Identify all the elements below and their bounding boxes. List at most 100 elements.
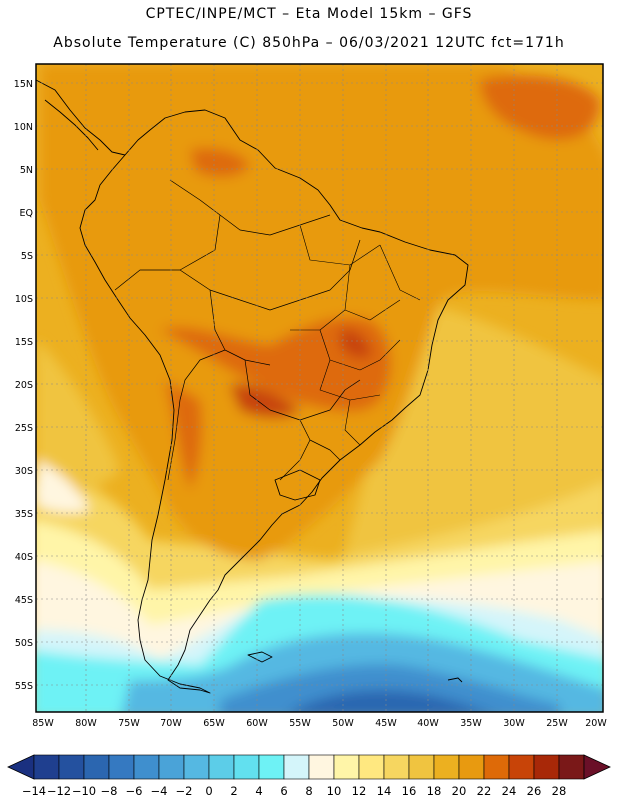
lat-label: 20S [15,380,33,391]
lon-label: 85W [32,718,54,729]
lon-label: 20W [585,718,607,729]
colorbar-swatch [283,754,310,780]
graticule [36,64,603,712]
map-frame [35,63,604,713]
lat-label: 50S [15,638,33,649]
colorbar-swatch [383,754,410,780]
map-title-line1: CPTEC/INPE/MCT – Eta Model 15km – GFS [145,6,473,22]
colorbar-label: −6 [126,784,143,798]
colorbar-label: −8 [101,784,118,798]
colorbar-label: 20 [452,784,467,798]
field-cream-pacific [36,460,90,513]
colorbar-label: −14 [22,784,46,798]
colorbar-swatch [133,754,160,780]
colorbar-label: 8 [305,784,312,798]
colorbar-swatch [33,754,60,780]
lon-label: 45W [375,718,397,729]
colorbar-swatch [333,754,360,780]
falklands-outline [247,651,273,663]
lat-label: 55S [15,681,33,692]
colorbar-swatch [408,754,435,780]
temperature-field [36,64,603,712]
lon-label: 70W [160,718,182,729]
field-midblue-south [220,664,560,712]
colorbar-label: −2 [176,784,193,798]
colorbar-high-arrow [583,754,611,780]
lon-label: 55W [289,718,311,729]
colorbar-label: −4 [151,784,168,798]
lat-label: 45S [15,595,33,606]
colorbar-label: 24 [502,784,517,798]
colorbar-swatch [483,754,510,780]
field-mild-pacific [36,340,120,500]
lat-label: 30S [15,466,33,477]
lon-label: 35W [460,718,482,729]
colorbar-swatches [33,754,585,780]
lat-label: 15N [14,79,33,90]
map-title-line2: Absolute Temperature (C) 850hPa – 06/03/… [53,35,565,51]
colorbar-label: −10 [72,784,96,798]
colorbar-swatch [208,754,235,780]
colorbar-label: 16 [402,784,417,798]
colorbar-swatch [233,754,260,780]
lat-label: 10N [14,122,33,133]
colorbar-swatch [83,754,110,780]
brazil-states [290,224,421,446]
coastlines-borders [36,79,469,694]
field-hot-minas [340,329,372,359]
south-georgia-outline [447,677,463,683]
colorbar-label: 10 [327,784,342,798]
colorbar-swatch [183,754,210,780]
central-america-coastline [36,79,126,156]
field-darkblue-south [290,690,488,712]
field-warmer-andes [165,380,202,490]
lon-label: 40W [417,718,439,729]
south-america-coastline [79,109,469,694]
colorbar-labels: −14 −12 −10 −8 −6 −4 −2 0 2 4 6 8 10 12 14 16 18 20 22 24 26… [22,784,566,798]
colorbar: −14 −12 −10 −8 −6 −4 −2 0 2 4 6 8 10 12 14 16 18 20 22 24 26… [7,754,611,798]
colorbar-label: 14 [377,784,392,798]
colorbar-swatch [508,754,535,780]
colorbar-swatch [558,754,585,780]
lat-label: 5S [21,251,33,262]
lon-label: 50W [332,718,354,729]
colorbar-swatch [358,754,385,780]
lon-label: 60W [246,718,268,729]
colorbar-swatch [108,754,135,780]
colorbar-label: 22 [477,784,492,798]
latitude-labels: 15N 10N 5N EQ 5S 10S 15S 20S 25S 30S 35S… [14,79,33,692]
field-hot-chaco [230,384,300,418]
colorbar-swatch [433,754,460,780]
field-warmer-caribbean [480,75,600,140]
lat-label: 15S [15,337,33,348]
field-warmer-venezuela [190,148,250,177]
colorbar-swatch [258,754,285,780]
colorbar-label: −12 [47,784,71,798]
lon-label: 30W [503,718,525,729]
colorbar-label: 2 [230,784,237,798]
lat-label: 10S [15,294,33,305]
lon-label: 80W [75,718,97,729]
colorbar-swatch [458,754,485,780]
lat-label: EQ [20,208,33,219]
lon-label: 25W [546,718,568,729]
colorbar-label: 0 [205,784,212,798]
longitude-labels: 85W 80W 75W 70W 65W 60W 55W 50W 45W 40W … [32,718,607,729]
lat-label: 35S [15,509,33,520]
lat-label: 40S [15,552,33,563]
colorbar-swatch [308,754,335,780]
colorbar-swatch [158,754,185,780]
lat-label: 5N [20,165,33,176]
colorbar-low-arrow [7,754,35,780]
colorbar-label: 26 [527,784,542,798]
colorbar-label: 4 [255,784,262,798]
colorbar-swatch [58,754,85,780]
lon-label: 75W [118,718,140,729]
colorbar-label: 18 [427,784,442,798]
lon-label: 65W [203,718,225,729]
colorbar-swatch [533,754,560,780]
colorbar-label: 6 [280,784,287,798]
colorbar-label: 12 [352,784,367,798]
lat-label: 25S [15,423,33,434]
